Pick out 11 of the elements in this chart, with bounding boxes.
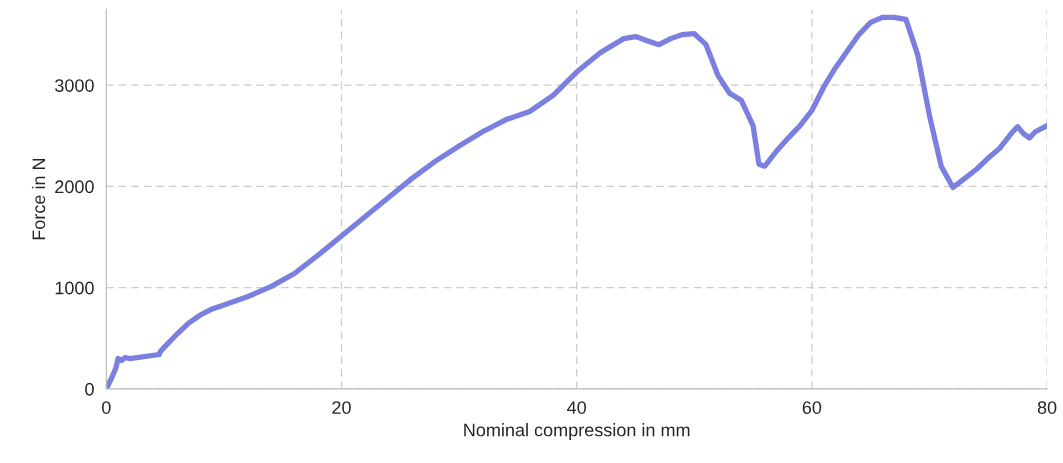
x-tick-label: 80: [1037, 401, 1057, 414]
x-axis-title: Nominal compression in mm: [464, 423, 690, 440]
x-tick-label: 40: [567, 401, 587, 414]
x-tick-label: 60: [802, 401, 822, 414]
x-tick-label: 20: [332, 401, 351, 414]
y-tick-label: 0: [85, 382, 94, 396]
x-tick-label: 0: [101, 401, 111, 414]
y-axis-title: Force in N: [31, 158, 46, 240]
y-tick-label: 3000: [55, 79, 94, 92]
y-tick-label: 1000: [55, 281, 94, 295]
y-tick-label: 2000: [55, 180, 94, 194]
